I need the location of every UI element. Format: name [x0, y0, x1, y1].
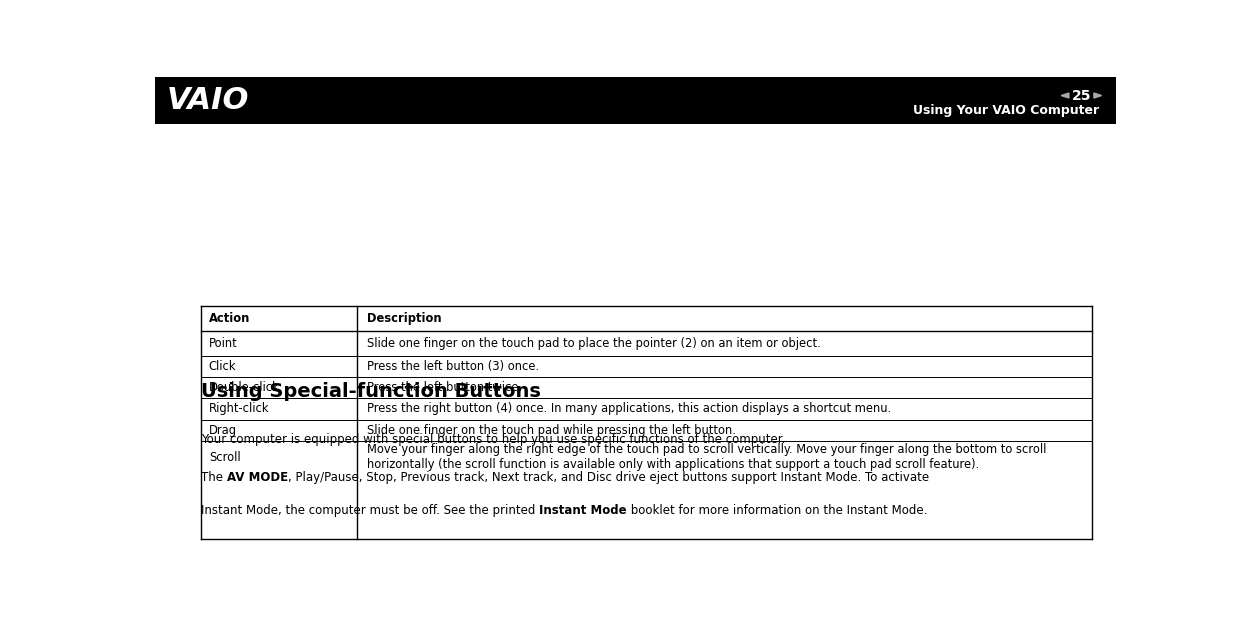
FancyBboxPatch shape [155, 77, 1116, 124]
Text: AV MODE: AV MODE [227, 471, 288, 484]
Text: Your computer is equipped with special buttons to help you use specific function: Your computer is equipped with special b… [201, 433, 785, 445]
Text: Slide one finger on the touch pad to place the pointer (2) on an item or object.: Slide one finger on the touch pad to pla… [367, 337, 821, 350]
Text: Drag: Drag [208, 424, 237, 437]
Text: , Play/Pause, Stop, Previous track, Next track, and Disc drive eject buttons sup: , Play/Pause, Stop, Previous track, Next… [288, 471, 929, 484]
Text: VAIO: VAIO [166, 86, 249, 115]
Text: Double-click: Double-click [208, 381, 279, 394]
Text: Move your finger along the right edge of the touch pad to scroll vertically. Mov: Move your finger along the right edge of… [367, 444, 1047, 471]
Text: booklet for more information on the Instant Mode.: booklet for more information on the Inst… [627, 504, 928, 517]
Text: Press the left button twice.: Press the left button twice. [367, 381, 522, 394]
Text: 25: 25 [1071, 88, 1091, 102]
Text: Scroll: Scroll [208, 451, 241, 464]
Text: Press the left button (3) once.: Press the left button (3) once. [367, 360, 538, 373]
Text: Using Special-function Buttons: Using Special-function Buttons [201, 382, 541, 401]
Text: The: The [201, 471, 227, 484]
Text: Slide one finger on the touch pad while pressing the left button.: Slide one finger on the touch pad while … [367, 424, 735, 437]
Polygon shape [1094, 93, 1101, 98]
Text: Instant Mode, the computer must be off. See the printed: Instant Mode, the computer must be off. … [201, 504, 539, 517]
Text: Action: Action [208, 312, 250, 325]
Text: Instant Mode: Instant Mode [539, 504, 627, 517]
Text: Click: Click [208, 360, 237, 373]
Text: Using Your VAIO Computer: Using Your VAIO Computer [913, 104, 1099, 117]
Text: Right-click: Right-click [208, 403, 269, 415]
Text: Press the right button (4) once. In many applications, this action displays a sh: Press the right button (4) once. In many… [367, 403, 890, 415]
Text: Description: Description [367, 312, 441, 325]
Polygon shape [1061, 93, 1069, 98]
Text: Point: Point [208, 337, 238, 350]
